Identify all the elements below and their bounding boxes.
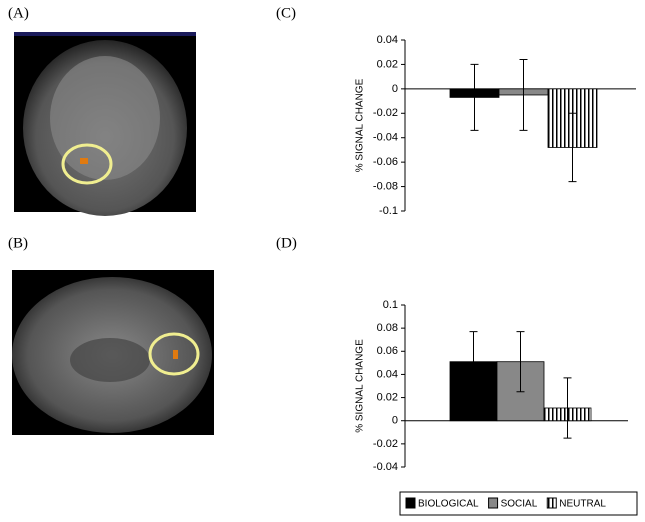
y-tick-label: 0.02 [377, 58, 398, 70]
legend-swatch [488, 497, 499, 509]
panel-label: (C) [276, 5, 296, 21]
y-tick-label: -0.06 [373, 156, 398, 168]
error-bar [563, 377, 572, 439]
panel-label: (D) [276, 235, 297, 251]
y-tick-label: 0.04 [377, 34, 398, 46]
y-tick-label: 0.02 [377, 391, 398, 403]
y-tick-label: 0 [392, 415, 398, 427]
legend-swatch [405, 497, 416, 509]
legend-label: BIOLOGICAL [418, 499, 479, 510]
y-tick-label: -0.1 [379, 205, 398, 217]
y-axis-label: % SIGNAL CHANGE [355, 339, 366, 433]
y-tick-label: -0.08 [373, 180, 398, 192]
error-bar [568, 112, 577, 183]
legend-swatch [546, 497, 557, 509]
legend-label: NEUTRAL [559, 499, 606, 510]
y-tick-label: -0.02 [373, 438, 398, 450]
y-tick-label: 0.06 [377, 345, 398, 357]
error-bar [469, 331, 478, 393]
brain-image-sagittal [12, 270, 214, 435]
error-bar [470, 63, 479, 131]
error-bar [519, 59, 528, 131]
legend-label: SOCIAL [501, 499, 538, 510]
panel-label: (B) [8, 235, 28, 251]
legend-box [399, 491, 638, 516]
y-tick-label: 0 [392, 83, 398, 95]
y-tick-label: -0.04 [373, 132, 398, 144]
panel-label: (A) [8, 5, 29, 21]
y-tick-label: -0.04 [373, 461, 398, 473]
error-bar [516, 331, 525, 393]
y-tick-label: 0.08 [377, 322, 398, 334]
y-tick-label: -0.02 [373, 107, 398, 119]
y-tick-label: 0.1 [383, 299, 398, 311]
y-tick-label: 0.04 [377, 368, 398, 380]
y-axis-label: % SIGNAL CHANGE [355, 78, 366, 172]
brain-image-coronal [14, 32, 196, 216]
